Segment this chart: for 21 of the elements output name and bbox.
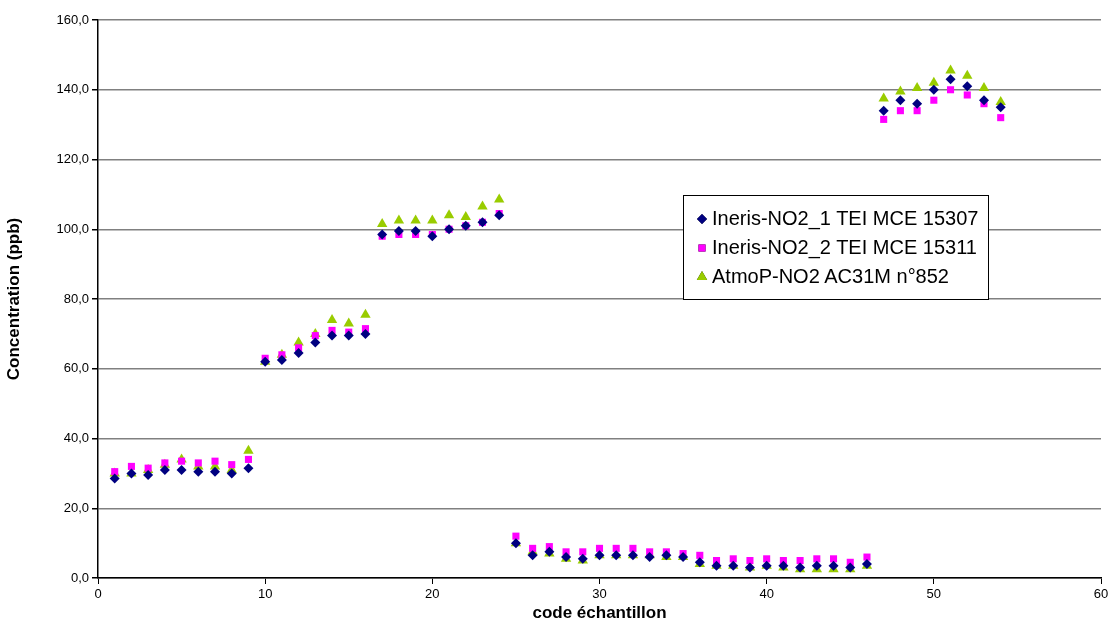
y-tick-label: 0,0 xyxy=(70,569,89,585)
y-tick-label: 140,0 xyxy=(56,81,89,97)
x-axis-title: code échantillon xyxy=(532,603,667,623)
legend-label: Ineris-NO2_2 TEI MCE 15311 xyxy=(712,235,977,261)
y-tick-label: 100,0 xyxy=(56,220,89,236)
x-tick-label: 60 xyxy=(1093,586,1109,602)
legend-label: AtmoP-NO2 AC31M n°852 xyxy=(712,264,949,289)
x-tick-label: 40 xyxy=(759,586,774,602)
y-tick-label: 60,0 xyxy=(63,360,89,376)
x-tick-label: 30 xyxy=(592,586,607,602)
legend-label: Ineris-NO2_1 TEI MCE 15307 xyxy=(712,206,979,232)
y-axis-title: Concentration (ppb) xyxy=(3,217,23,381)
x-tick-label: 20 xyxy=(425,586,440,602)
y-tick-label: 20,0 xyxy=(63,499,89,515)
x-tick-label: 0 xyxy=(94,586,102,602)
x-tick-label: 10 xyxy=(257,586,273,602)
y-tick-label: 160,0 xyxy=(56,11,89,27)
y-tick-label: 80,0 xyxy=(63,290,89,306)
y-tick-label: 40,0 xyxy=(63,430,89,446)
y-tick-label: 120,0 xyxy=(56,151,89,167)
x-tick-label: 50 xyxy=(926,586,942,602)
